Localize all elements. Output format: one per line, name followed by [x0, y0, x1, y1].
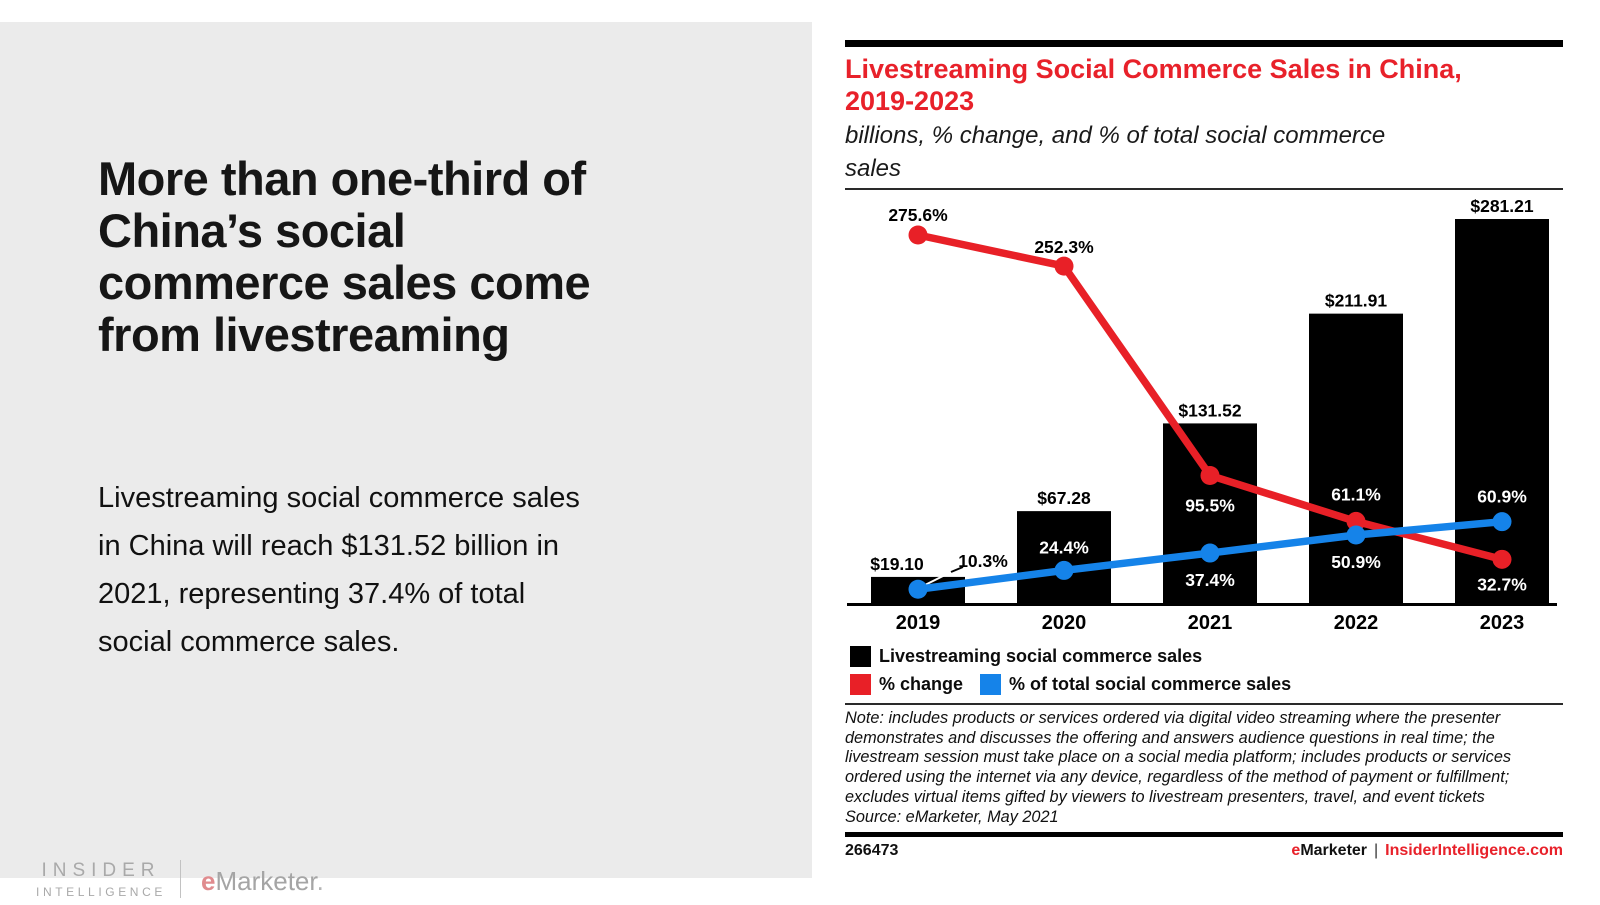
footer-rule — [845, 832, 1563, 837]
plot-top-rule — [845, 188, 1563, 190]
footnote-line: Note: includes products or services orde… — [845, 709, 1501, 727]
summary-line: in China will reach $131.52 billion in — [98, 530, 560, 562]
line-value-label: 252.3% — [1034, 237, 1094, 257]
legend-item-sales: Livestreaming social commerce sales — [850, 646, 1202, 667]
pct-of-total-dot-2019 — [908, 579, 928, 599]
footer-brands: eMarketer | InsiderIntelligence.com — [1291, 842, 1563, 860]
chart-id: 266473 — [845, 842, 899, 859]
summary-line: 2021, representing 37.4% of total — [98, 578, 526, 610]
pct-change-dot-2019 — [908, 225, 928, 245]
headline: More than one-third of China’s social co… — [98, 153, 718, 361]
line-value-label: 32.7% — [1477, 574, 1527, 594]
chart-footer: 266473 eMarketer | InsiderIntelligence.com — [845, 842, 1563, 860]
line-value-label: 61.1% — [1331, 484, 1381, 504]
headline-line: from livestreaming — [98, 308, 510, 361]
callout-line — [924, 571, 952, 586]
chart-title-line: Livestreaming Social Commerce Sales in C… — [845, 54, 1462, 84]
emarketer-logo-dot: . — [316, 866, 324, 896]
chart-panel: Livestreaming Social Commerce Sales in C… — [845, 0, 1563, 900]
summary-line: Livestreaming social commerce sales — [98, 482, 580, 514]
x-tick-2020: 2020 — [1042, 612, 1087, 634]
x-tick-2019: 2019 — [896, 612, 941, 634]
bar-value-label: $67.28 — [1037, 488, 1091, 508]
bar-value-label: $131.52 — [1178, 400, 1242, 420]
headline-line: More than one-third of — [98, 152, 586, 205]
emarketer-logo-e: e — [201, 866, 216, 896]
legend-swatch-red — [850, 674, 871, 695]
summary-text: Livestreaming social commerce sales in C… — [98, 474, 698, 666]
legend-item-pct-total: % of total social commerce sales — [980, 674, 1291, 695]
line-value-label: 37.4% — [1185, 570, 1235, 590]
pct-of-total-dot-2023 — [1492, 512, 1512, 532]
x-tick-2021: 2021 — [1188, 612, 1233, 634]
header-rule — [845, 40, 1563, 47]
pct-change-dot-2021 — [1200, 465, 1220, 485]
footer-emarketer-rest: Marketer — [1300, 842, 1368, 859]
x-tick-2022: 2022 — [1334, 612, 1379, 634]
brand-footer: INSIDER INTELLIGENCE eMarketer. — [30, 860, 324, 905]
line-value-label: 95.5% — [1185, 495, 1235, 515]
emarketer-logo-rest: Marketer — [215, 866, 317, 896]
line-value-label: 275.6% — [888, 205, 948, 225]
pct-of-total-dot-2021 — [1200, 543, 1220, 563]
pct-change-dot-2023 — [1492, 549, 1512, 569]
legend-item-pct-change: % change — [850, 674, 963, 695]
insider-intelligence-link[interactable]: InsiderIntelligence.com — [1385, 842, 1563, 859]
insider-intelligence-logo: INSIDER INTELLIGENCE — [30, 860, 172, 899]
legend-swatch-blue — [980, 674, 1002, 695]
footer-emarketer-e: e — [1291, 842, 1301, 859]
chart-title: Livestreaming Social Commerce Sales in C… — [845, 53, 1563, 117]
footnote-line: ordered using the internet via any devic… — [845, 768, 1510, 787]
line-value-label: 50.9% — [1331, 552, 1381, 572]
bar-2020 — [1017, 511, 1111, 603]
brand-divider — [180, 860, 181, 898]
bar-2021 — [1163, 423, 1257, 603]
footnote-line: demonstrates and discusses the offering … — [845, 728, 1495, 747]
legend-label: % of total social commerce sales — [1009, 674, 1292, 694]
legend-swatch-black — [850, 646, 871, 667]
chart-subtitle-line: billions, % change, and % of total socia… — [845, 122, 1386, 149]
source-line: Source: eMarketer, May 2021 — [845, 807, 1059, 826]
headline-line: China’s social — [98, 204, 406, 257]
pct-change-dot-2020 — [1054, 256, 1074, 276]
legend-label: Livestreaming social commerce sales — [879, 646, 1203, 666]
legend-row: % change % of total social commerce sale… — [850, 674, 1563, 695]
bar-2023 — [1455, 219, 1549, 603]
footnote-line: livestream session must take place on a … — [845, 748, 1512, 767]
chart-subtitle-line: sales — [845, 155, 902, 182]
pct-of-total-dot-2022 — [1346, 525, 1366, 545]
pct-change-dot-2022 — [1346, 511, 1366, 531]
headline-line: commerce sales come — [98, 256, 591, 309]
pct-of-total-dot-2020 — [1054, 560, 1074, 580]
bar-value-label: $19.10 — [870, 554, 924, 574]
insider-wordmark: INSIDER — [41, 860, 161, 881]
line-value-label: 60.9% — [1477, 487, 1527, 507]
callout-line — [950, 566, 964, 573]
footnote: Note: includes products or services orde… — [845, 703, 1563, 827]
bar-value-label: $281.21 — [1470, 196, 1534, 216]
footer-separator: | — [1374, 842, 1379, 859]
intelligence-wordmark: INTELLIGENCE — [36, 885, 166, 899]
bar-value-label: $211.91 — [1325, 291, 1388, 311]
footnote-line: excludes virtual items gifted by viewers… — [845, 787, 1485, 806]
chart-title-line: 2019-2023 — [845, 86, 975, 116]
x-tick-2023: 2023 — [1480, 612, 1525, 634]
combo-chart: $19.10 $67.28 $131.52 $211.91 $281.21 2019 202… — [847, 196, 1557, 634]
summary-line: social commerce sales. — [98, 626, 400, 658]
line-value-label: 10.3% — [958, 551, 1008, 571]
line-value-label: 24.4% — [1039, 537, 1089, 557]
legend: Livestreaming social commerce sales % ch… — [850, 646, 1563, 702]
legend-row: Livestreaming social commerce sales — [850, 646, 1563, 667]
left-panel: More than one-third of China’s social co… — [0, 22, 812, 899]
chart-subtitle: billions, % change, and % of total socia… — [845, 119, 1563, 185]
bar-2022 — [1309, 313, 1403, 603]
emarketer-logo: eMarketer. — [201, 866, 324, 897]
legend-label: % change — [879, 674, 964, 694]
